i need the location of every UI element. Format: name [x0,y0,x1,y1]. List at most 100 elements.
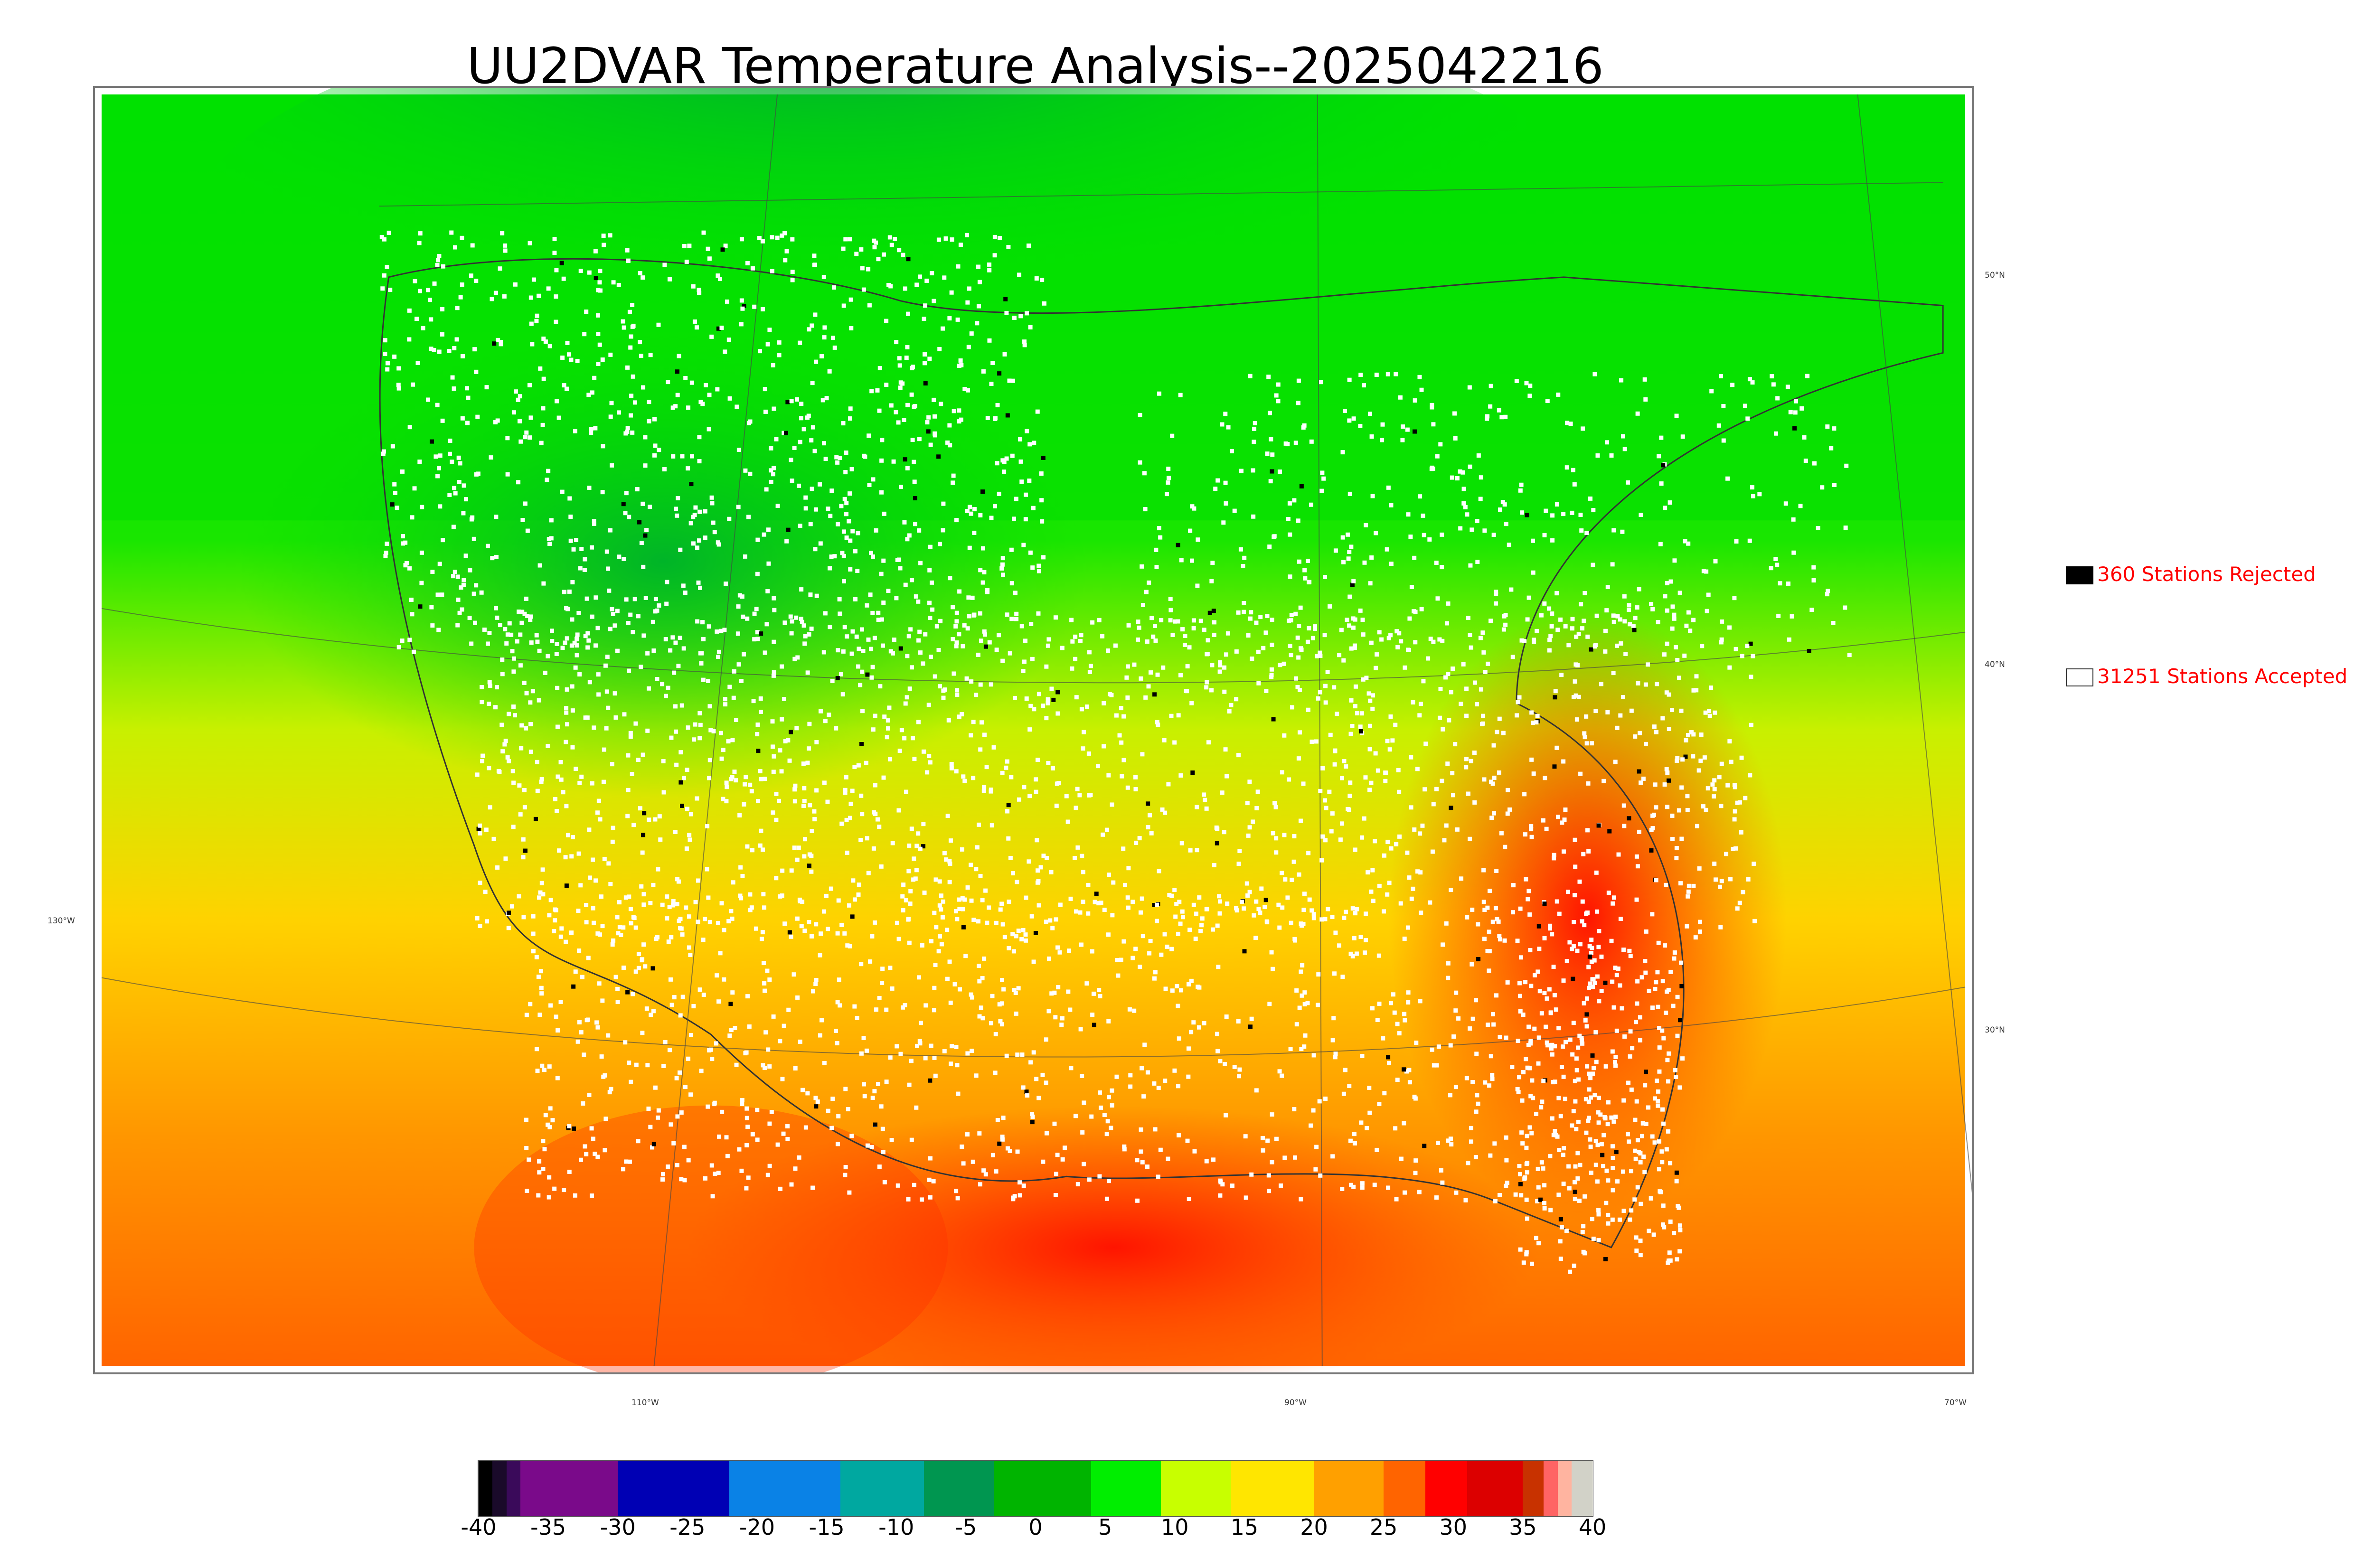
accepted-station-marker [813,312,818,317]
accepted-station-marker [1307,580,1311,585]
accepted-station-marker [779,769,784,774]
accepted-station-marker [856,763,861,768]
accepted-station-marker [1054,1172,1058,1176]
accepted-station-marker [432,347,436,352]
accepted-station-marker [596,362,601,366]
accepted-station-marker [1060,1016,1065,1021]
accepted-station-marker [993,504,998,508]
accepted-station-marker [490,297,494,301]
accepted-station-marker [1490,1077,1495,1081]
accepted-station-marker [1027,859,1031,864]
accepted-station-marker [908,627,913,632]
accepted-station-marker [1251,514,1256,519]
accepted-station-marker [1147,951,1152,956]
accepted-station-marker [838,456,842,460]
accepted-station-marker [1531,771,1536,776]
accepted-station-marker [1482,528,1487,533]
accepted-station-marker [1375,652,1379,657]
accepted-station-marker [703,509,707,514]
accepted-station-marker [888,757,893,761]
accepted-station-marker [1109,1126,1113,1130]
accepted-station-marker [1515,1087,1520,1091]
accepted-station-marker [670,405,675,410]
accepted-station-marker [626,621,631,626]
accepted-station-marker [757,236,762,241]
accepted-station-marker [945,928,950,932]
accepted-station-marker [810,487,814,491]
accepted-station-marker [739,679,744,683]
accepted-station-marker [1691,618,1696,622]
accepted-station-marker [603,663,608,668]
accepted-station-marker [1599,682,1603,686]
accepted-station-marker [1554,502,1559,507]
accepted-station-marker [930,580,934,585]
accepted-station-marker [668,977,673,982]
accepted-station-marker [692,319,697,324]
accepted-station-marker [1016,986,1021,991]
accepted-station-marker [1560,820,1564,825]
accepted-station-marker [1405,427,1410,432]
accepted-station-marker [693,722,697,727]
accepted-station-marker [550,638,555,643]
rejected-station-marker [492,341,497,346]
accepted-station-marker [1548,1154,1553,1158]
accepted-station-marker [749,905,754,910]
accepted-station-marker [993,1032,998,1036]
accepted-station-marker [1236,753,1241,758]
accepted-station-marker [1505,980,1510,985]
accepted-station-marker [985,920,989,925]
accepted-station-marker [932,1055,937,1060]
accepted-station-marker [1606,1178,1611,1183]
accepted-station-marker [1571,1021,1576,1025]
accepted-station-marker [1599,988,1604,993]
accepted-station-marker [1541,818,1545,823]
accepted-station-marker [1078,1027,1083,1032]
accepted-station-marker [914,1105,919,1110]
accepted-station-marker [1335,712,1339,716]
accepted-station-marker [1548,1010,1553,1015]
accepted-station-marker [548,898,553,902]
accepted-station-marker [638,340,642,345]
accepted-station-marker [1665,608,1669,613]
accepted-station-marker [927,568,932,573]
accepted-station-marker [826,927,830,931]
accepted-station-marker [978,682,983,687]
accepted-station-marker [929,1043,933,1048]
accepted-station-marker [587,270,592,275]
accepted-station-marker [1140,564,1144,569]
accepted-station-marker [1441,942,1445,947]
accepted-station-marker [1603,629,1608,633]
accepted-station-marker [680,932,685,937]
accepted-station-marker [1464,1076,1469,1080]
accepted-station-marker [475,916,480,920]
accepted-station-marker [691,515,696,519]
accepted-station-marker [740,1101,744,1106]
accepted-station-marker [1260,1136,1265,1140]
accepted-station-marker [678,635,682,640]
accepted-station-marker [812,254,817,258]
accepted-station-marker [1227,709,1232,714]
accepted-station-marker [932,397,936,402]
accepted-station-marker [1551,965,1556,969]
accepted-station-marker [807,746,811,751]
accepted-station-marker [1705,609,1709,613]
accepted-station-marker [1134,840,1139,845]
accepted-station-marker [930,271,934,276]
accepted-station-marker [687,945,691,950]
accepted-station-marker [1289,618,1293,623]
accepted-station-marker [872,238,876,243]
accepted-station-marker [814,359,819,364]
accepted-station-marker [890,986,895,991]
accepted-station-marker [979,638,983,643]
accepted-station-marker [1347,491,1352,496]
accepted-station-marker [1496,919,1501,924]
accepted-station-marker [1599,954,1604,959]
accepted-station-marker [1106,932,1111,937]
accepted-station-marker [1580,899,1585,904]
accepted-station-marker [1168,608,1173,612]
accepted-station-marker [1450,475,1454,480]
accepted-station-marker [1527,1066,1532,1070]
accepted-station-marker [970,1049,974,1053]
accepted-station-marker [577,672,582,677]
accepted-station-marker [564,710,569,715]
